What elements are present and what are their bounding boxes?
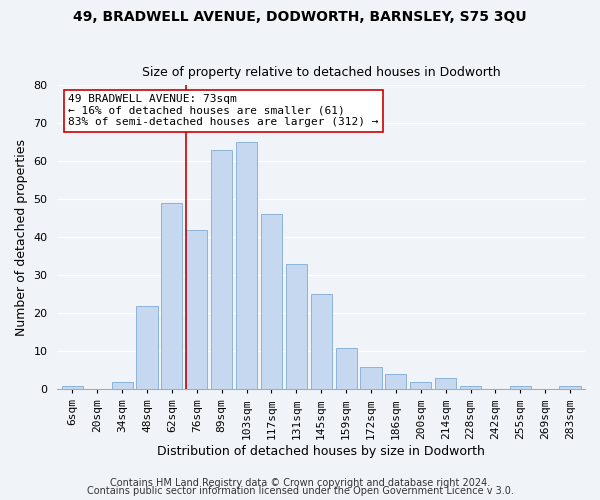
- Bar: [112, 382, 133, 390]
- Bar: [236, 142, 257, 390]
- Bar: [261, 214, 282, 390]
- Bar: [136, 306, 158, 390]
- Bar: [161, 203, 182, 390]
- Bar: [510, 386, 531, 390]
- Bar: [460, 386, 481, 390]
- Y-axis label: Number of detached properties: Number of detached properties: [15, 138, 28, 336]
- Bar: [335, 348, 356, 390]
- Bar: [211, 150, 232, 390]
- Bar: [435, 378, 456, 390]
- Bar: [286, 264, 307, 390]
- Bar: [559, 386, 581, 390]
- Text: Contains HM Land Registry data © Crown copyright and database right 2024.: Contains HM Land Registry data © Crown c…: [110, 478, 490, 488]
- Title: Size of property relative to detached houses in Dodworth: Size of property relative to detached ho…: [142, 66, 500, 80]
- Bar: [385, 374, 406, 390]
- Text: 49, BRADWELL AVENUE, DODWORTH, BARNSLEY, S75 3QU: 49, BRADWELL AVENUE, DODWORTH, BARNSLEY,…: [73, 10, 527, 24]
- Bar: [186, 230, 208, 390]
- Bar: [311, 294, 332, 390]
- Bar: [361, 366, 382, 390]
- Bar: [62, 386, 83, 390]
- Text: 49 BRADWELL AVENUE: 73sqm
← 16% of detached houses are smaller (61)
83% of semi-: 49 BRADWELL AVENUE: 73sqm ← 16% of detac…: [68, 94, 379, 127]
- Bar: [410, 382, 431, 390]
- X-axis label: Distribution of detached houses by size in Dodworth: Distribution of detached houses by size …: [157, 444, 485, 458]
- Text: Contains public sector information licensed under the Open Government Licence v : Contains public sector information licen…: [86, 486, 514, 496]
